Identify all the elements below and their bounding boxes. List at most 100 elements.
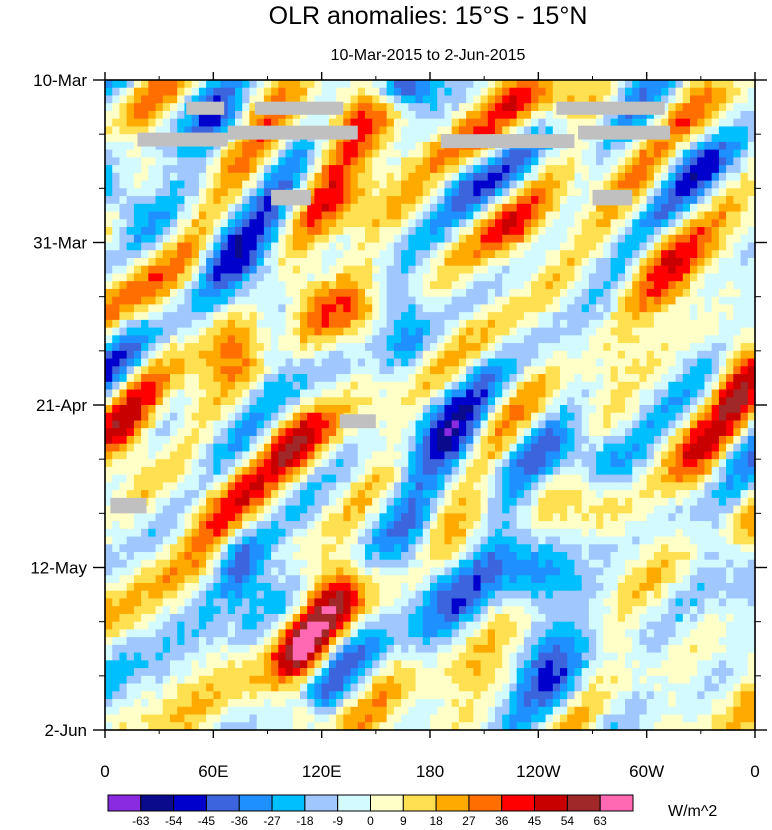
heatmap-cell <box>718 327 727 336</box>
heatmap-cell <box>401 459 409 468</box>
heatmap-cell <box>126 304 135 313</box>
heatmap-cell <box>646 188 655 197</box>
heatmap-cell <box>726 95 734 104</box>
heatmap-cell <box>531 397 539 406</box>
heatmap-cell <box>112 397 121 406</box>
heatmap-cell <box>588 227 597 236</box>
heatmap-cell <box>112 227 121 236</box>
heatmap-cell <box>133 350 142 360</box>
heatmap-cell <box>610 242 619 251</box>
heatmap-cell <box>206 118 214 128</box>
heatmap-cell <box>321 234 330 244</box>
heatmap-cell <box>408 350 417 360</box>
heatmap-cell <box>682 134 691 143</box>
heatmap-cell <box>675 80 684 89</box>
heatmap-cell <box>271 165 279 174</box>
heatmap-cell <box>408 288 417 298</box>
heatmap-cell <box>177 304 186 313</box>
heatmap-cell <box>430 250 438 259</box>
heatmap-cell <box>365 126 373 135</box>
heatmap-cell <box>675 412 684 422</box>
heatmap-cell <box>545 381 554 391</box>
heatmap-cell <box>733 196 742 205</box>
heatmap-cell <box>444 366 453 375</box>
heatmap-cell <box>328 412 337 422</box>
heatmap-cell <box>632 358 641 367</box>
heatmap-cell <box>227 490 236 499</box>
heatmap-cell <box>408 281 417 290</box>
heatmap-cell <box>365 296 373 306</box>
heatmap-cell <box>668 405 677 414</box>
heatmap-cell <box>321 466 330 476</box>
heatmap-cell <box>487 95 496 104</box>
heatmap-cell <box>235 304 243 313</box>
heatmap-cell <box>458 443 467 453</box>
heatmap-cell <box>466 296 474 306</box>
heatmap-cell <box>653 374 662 383</box>
heatmap-cell <box>256 273 265 282</box>
heatmap-cell <box>249 80 258 89</box>
heatmap-cell <box>321 288 330 298</box>
heatmap-cell <box>523 265 532 275</box>
heatmap-cell <box>213 87 222 97</box>
heatmap-cell <box>271 435 279 445</box>
heatmap-cell <box>184 381 193 391</box>
heatmap-cell <box>155 288 164 298</box>
heatmap-cell <box>444 265 453 275</box>
heatmap-cell <box>401 358 409 367</box>
heatmap-cell <box>632 227 641 236</box>
heatmap-cell <box>466 335 474 344</box>
heatmap-cell <box>307 358 316 367</box>
heatmap-cell <box>552 180 561 189</box>
heatmap-cell <box>574 443 583 453</box>
heatmap-cell <box>538 126 547 135</box>
heatmap-cell <box>603 350 612 360</box>
heatmap-cell <box>502 335 511 344</box>
heatmap-cell <box>126 188 135 197</box>
heatmap-cell <box>343 428 352 437</box>
heatmap-cell <box>155 459 164 468</box>
heatmap-cell <box>191 118 200 128</box>
heatmap-cell <box>487 374 496 383</box>
heatmap-cell <box>625 312 633 321</box>
heatmap-cell <box>408 420 417 429</box>
heatmap-cell <box>690 87 698 97</box>
heatmap-cell <box>603 227 612 236</box>
heatmap-cell <box>740 335 749 344</box>
heatmap-cell <box>263 420 272 429</box>
heatmap-cell <box>437 343 446 352</box>
heatmap-cell <box>430 350 438 360</box>
heatmap-cell <box>206 196 214 205</box>
heatmap-cell <box>552 428 561 437</box>
heatmap-cell <box>451 296 460 306</box>
heatmap-cell <box>422 203 431 213</box>
heatmap-cell <box>408 273 417 282</box>
heatmap-cell <box>603 405 612 414</box>
heatmap-cell <box>718 281 727 290</box>
heatmap-cell <box>610 412 619 422</box>
heatmap-cell <box>646 381 655 391</box>
heatmap-cell <box>509 196 518 205</box>
heatmap-cell <box>697 211 706 220</box>
heatmap-cell <box>235 443 243 453</box>
heatmap-cell <box>711 250 720 259</box>
heatmap-cell <box>610 420 619 429</box>
heatmap-cell <box>682 196 691 205</box>
heatmap-cell <box>321 451 330 460</box>
heatmap-cell <box>668 157 677 166</box>
heatmap-cell <box>235 110 243 120</box>
heatmap-cell <box>170 118 178 128</box>
heatmap-cell <box>574 428 583 437</box>
heatmap-cell <box>516 103 525 112</box>
heatmap-cell <box>191 490 200 499</box>
heatmap-cell <box>690 172 698 182</box>
heatmap-cell <box>588 451 597 460</box>
heatmap-cell <box>740 157 749 166</box>
heatmap-cell <box>747 118 756 128</box>
heatmap-cell <box>711 265 720 275</box>
heatmap-cell <box>278 358 287 367</box>
heatmap-cell <box>249 257 258 267</box>
heatmap-cell <box>473 405 482 414</box>
heatmap-cell <box>560 412 568 422</box>
heatmap-cell <box>661 366 669 375</box>
